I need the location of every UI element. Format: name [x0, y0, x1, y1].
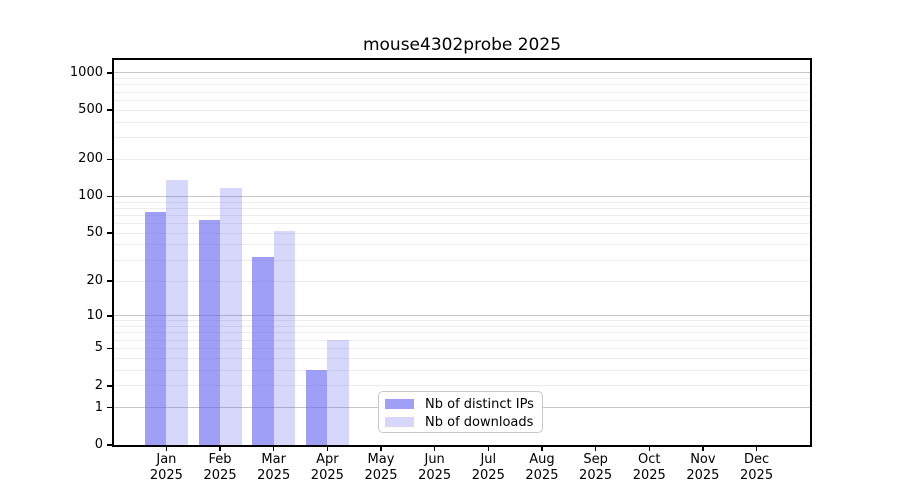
x-tick-label-may: May 2025 — [364, 452, 398, 483]
y-tick-label-1: 1 — [94, 399, 103, 415]
minor-gridline-70 — [114, 214, 810, 216]
minor-gridline-8 — [114, 326, 810, 328]
minor-gridline-900 — [114, 78, 810, 80]
x-tick-label-jun: Jun 2025 — [418, 452, 452, 483]
y-tick-mark-2 — [107, 385, 113, 387]
x-tick-label-jan: Jan 2025 — [149, 452, 183, 483]
major-gridline-1000 — [114, 72, 810, 74]
bar-mar-nb-of-downloads — [273, 231, 296, 445]
x-tick-mark-apr — [326, 446, 329, 451]
bar-apr-nb-of-distinct-ips — [305, 370, 328, 445]
legend-swatch-distinct-ips — [385, 399, 414, 409]
legend-swatch-downloads — [385, 417, 414, 427]
x-tick-mark-mar — [272, 446, 275, 451]
y-tick-mark-100 — [107, 195, 113, 198]
x-tick-mark-jun — [433, 446, 436, 451]
minor-gridline-40 — [114, 244, 810, 246]
legend-label-downloads: Nb of downloads — [425, 414, 534, 430]
x-tick-label-dec: Dec 2025 — [740, 452, 774, 483]
y-tick-label-1000: 1000 — [69, 64, 103, 80]
x-tick-label-oct: Oct 2025 — [632, 452, 666, 483]
x-tick-label-jul: Jul 2025 — [471, 452, 505, 483]
bar-mar-nb-of-distinct-ips — [252, 256, 274, 445]
y-tick-mark-500 — [107, 109, 113, 111]
x-tick-mark-jan — [165, 446, 168, 451]
bar-jan-nb-of-downloads — [166, 180, 188, 445]
minor-gridline-6 — [114, 339, 810, 341]
y-tick-mark-1 — [107, 406, 113, 409]
x-tick-mark-aug — [541, 446, 543, 451]
minor-gridline-500 — [114, 109, 810, 111]
x-tick-mark-oct — [648, 446, 650, 451]
y-tick-mark-0 — [107, 444, 113, 446]
y-tick-mark-5 — [107, 347, 113, 350]
minor-gridline-5 — [114, 347, 810, 349]
y-tick-label-0: 0 — [94, 437, 103, 452]
minor-gridline-200 — [114, 158, 810, 160]
x-tick-label-feb: Feb 2025 — [203, 452, 237, 483]
y-tick-mark-200 — [107, 158, 113, 161]
minor-gridline-30 — [114, 259, 810, 261]
x-tick-label-nov: Nov 2025 — [686, 452, 720, 483]
minor-gridline-7 — [114, 332, 810, 334]
x-tick-label-aug: Aug 2025 — [525, 452, 559, 483]
y-tick-label-100: 100 — [78, 188, 103, 204]
minor-gridline-60 — [114, 223, 810, 225]
y-tick-label-500: 500 — [78, 102, 103, 118]
bar-feb-nb-of-downloads — [220, 188, 242, 445]
minor-gridline-9 — [114, 320, 810, 322]
y-tick-mark-20 — [107, 280, 113, 282]
major-gridline-10 — [114, 315, 810, 317]
minor-gridline-700 — [114, 91, 810, 93]
y-tick-mark-10 — [107, 315, 113, 317]
legend: Nb of distinct IPs Nb of downloads — [378, 391, 543, 433]
minor-gridline-2 — [114, 385, 810, 387]
chart-title: mouse4302probe 2025 — [362, 35, 562, 55]
y-tick-mark-1000 — [107, 72, 113, 74]
minor-gridline-600 — [114, 99, 810, 101]
legend-item-downloads: Nb of downloads — [385, 413, 542, 431]
minor-gridline-80 — [114, 207, 810, 209]
y-tick-label-5: 5 — [94, 340, 103, 356]
minor-gridline-4 — [114, 357, 810, 359]
x-tick-mark-jul — [487, 446, 490, 451]
y-tick-label-200: 200 — [78, 151, 103, 167]
x-tick-mark-may — [380, 446, 382, 451]
minor-gridline-20 — [114, 280, 810, 282]
minor-gridline-800 — [114, 84, 810, 86]
minor-gridline-400 — [114, 121, 810, 123]
bar-jan-nb-of-distinct-ips — [144, 211, 167, 445]
x-tick-mark-dec — [755, 446, 758, 451]
minor-gridline-50 — [114, 232, 810, 234]
bar-feb-nb-of-distinct-ips — [198, 220, 221, 445]
minor-gridline-90 — [114, 201, 810, 203]
x-tick-label-mar: Mar 2025 — [257, 452, 291, 483]
x-tick-label-apr: Apr 2025 — [310, 452, 344, 483]
x-tick-label-sep: Sep 2025 — [579, 452, 613, 483]
y-tick-mark-50 — [107, 232, 113, 234]
y-tick-label-10: 10 — [86, 307, 103, 323]
minor-gridline-300 — [114, 137, 810, 139]
legend-label-distinct-ips: Nb of distinct IPs — [425, 396, 534, 412]
y-tick-label-20: 20 — [86, 273, 103, 288]
y-tick-label-2: 2 — [94, 377, 103, 393]
bar-apr-nb-of-downloads — [327, 340, 349, 445]
x-tick-mark-nov — [702, 446, 704, 451]
minor-gridline-3 — [114, 369, 810, 371]
major-gridline-100 — [114, 195, 810, 197]
plot-area: Nb of distinct IPs Nb of downloads — [112, 58, 812, 447]
y-tick-label-50: 50 — [86, 225, 103, 241]
x-tick-mark-feb — [219, 446, 221, 451]
x-tick-mark-sep — [594, 446, 597, 451]
legend-item-distinct-ips: Nb of distinct IPs — [385, 395, 542, 413]
